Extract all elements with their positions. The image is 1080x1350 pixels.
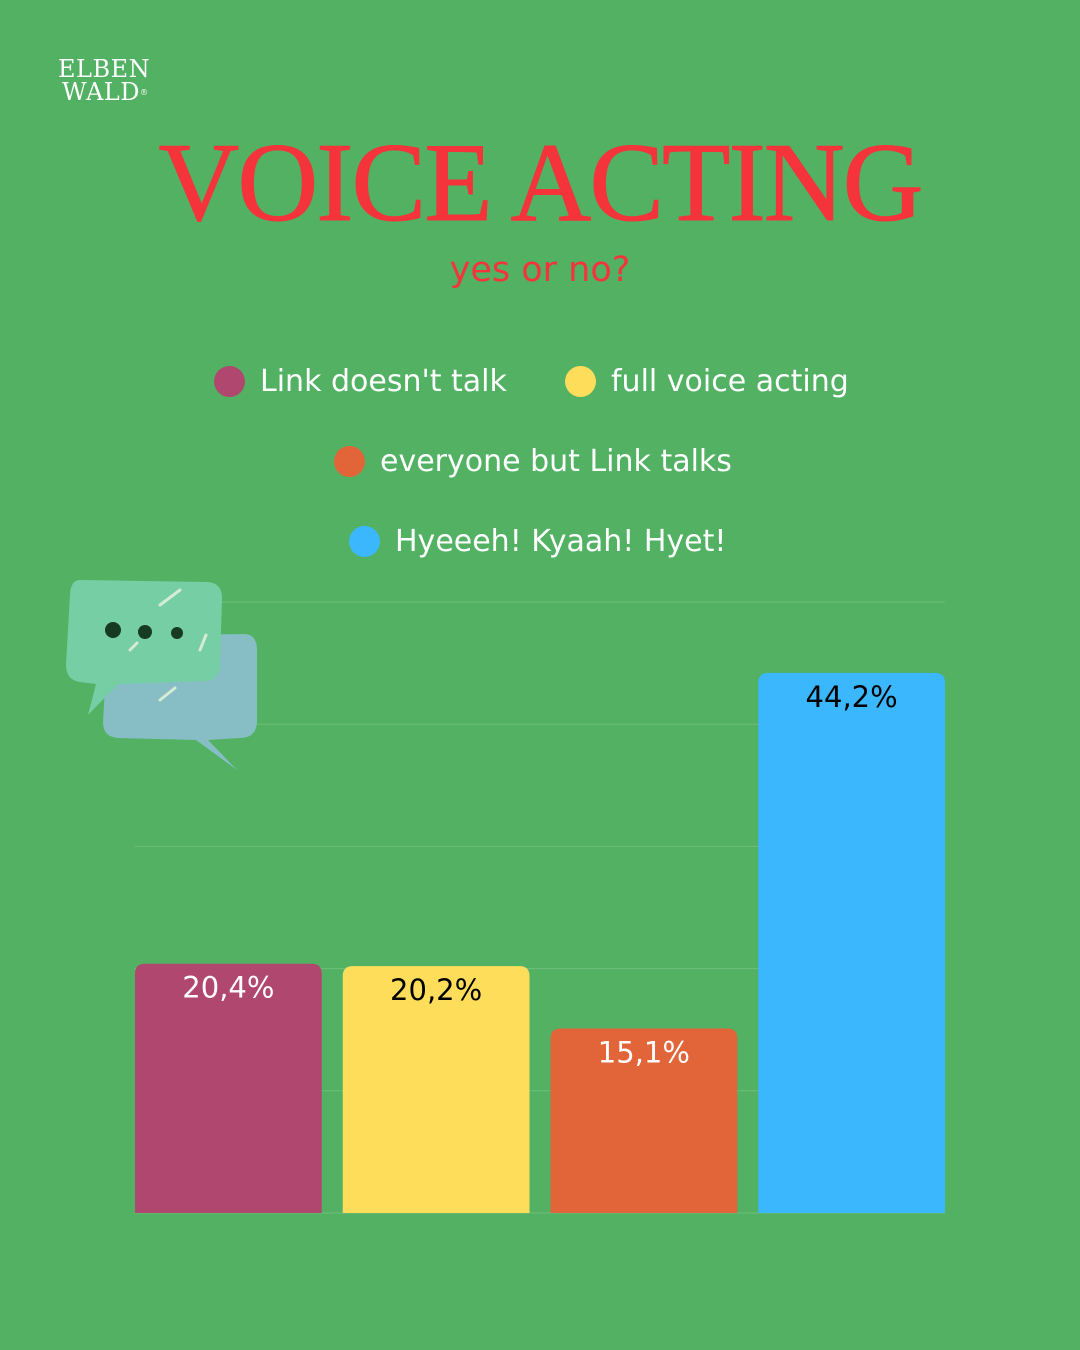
chart-subtitle: yes or no? <box>449 250 631 290</box>
registered-mark: ® <box>139 88 149 97</box>
legend-label-1: full voice acting <box>611 364 849 399</box>
legend-item-3: Hyeeeh! Kyaah! Hyet! <box>349 524 726 559</box>
data-label-0: 20,4% <box>182 971 274 1005</box>
logo-line-1: ELBEN <box>58 55 151 83</box>
data-label-2: 15,1% <box>598 1035 690 1069</box>
legend-dot-0 <box>214 366 245 397</box>
legend-item-2: everyone but Link talks <box>334 444 732 479</box>
data-label-1: 20,2% <box>390 973 482 1007</box>
bar-3 <box>758 672 945 1213</box>
legend-label-0: Link doesn't talk <box>260 364 507 399</box>
legend-dot-1 <box>565 366 596 397</box>
logo-line-2: WALD® <box>58 78 150 106</box>
brand-logo: ELBEN WALD® <box>58 55 151 106</box>
logo-line-2-text: WALD <box>62 78 140 106</box>
legend-item-1: full voice acting <box>565 364 849 399</box>
bar-2 <box>550 1028 738 1213</box>
bar-1 <box>342 966 530 1213</box>
legend-dot-2 <box>334 446 365 477</box>
chart-title: VOICE ACTING <box>158 121 924 246</box>
data-label-3: 44,2% <box>806 680 898 714</box>
legend-item-0: Link doesn't talk <box>214 364 507 399</box>
legend-label-3: Hyeeeh! Kyaah! Hyet! <box>395 524 727 559</box>
speech-bubbles-icon <box>66 580 257 770</box>
legend-dot-3 <box>349 526 380 557</box>
bar-0 <box>135 963 322 1213</box>
legend-label-2: everyone but Link talks <box>380 444 732 479</box>
